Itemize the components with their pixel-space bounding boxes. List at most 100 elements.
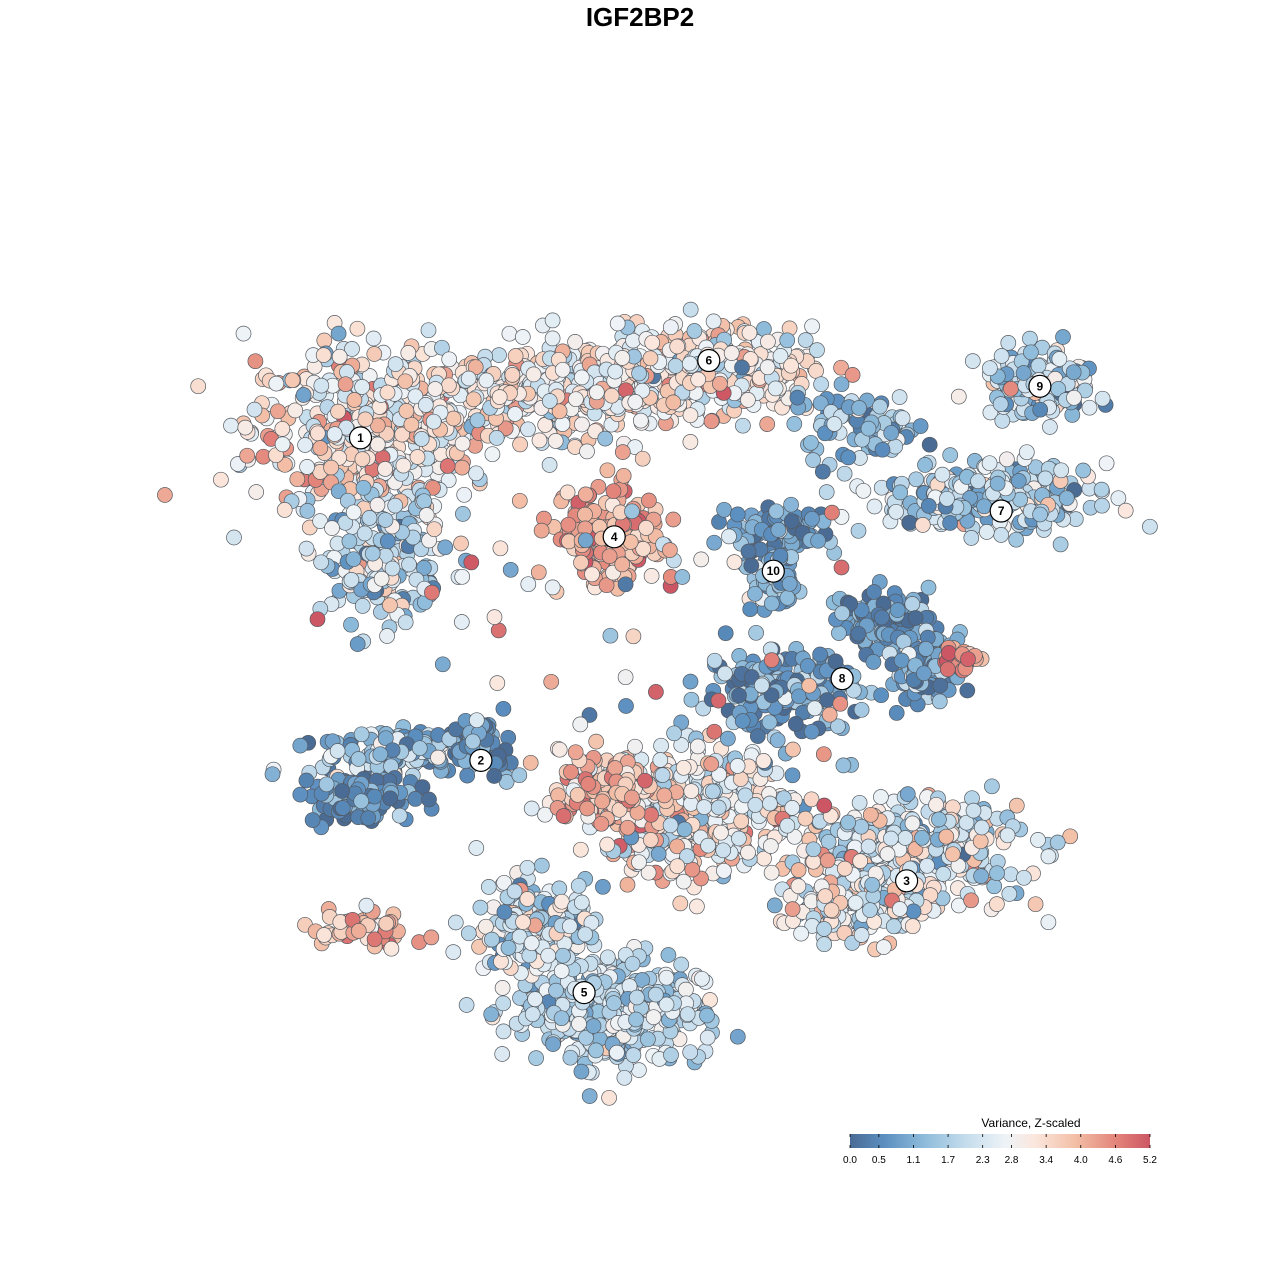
data-point xyxy=(571,1016,587,1032)
data-point xyxy=(656,787,673,804)
data-point xyxy=(264,766,281,783)
data-point xyxy=(458,997,475,1013)
data-point xyxy=(625,1047,642,1063)
data-point xyxy=(312,440,329,456)
data-point xyxy=(731,830,747,847)
data-point xyxy=(740,392,756,408)
data-point xyxy=(469,412,486,429)
data-point xyxy=(767,380,784,397)
data-point xyxy=(618,698,634,714)
data-point xyxy=(866,498,883,515)
data-point xyxy=(904,815,921,832)
data-point xyxy=(417,397,434,413)
data-point xyxy=(570,877,587,894)
data-point xyxy=(702,992,718,1008)
data-point xyxy=(865,654,882,670)
data-point xyxy=(486,768,503,784)
data-point xyxy=(553,1010,570,1027)
data-point xyxy=(912,418,929,434)
data-point xyxy=(879,846,896,862)
data-point xyxy=(459,767,476,784)
data-point xyxy=(492,540,509,557)
data-point xyxy=(545,1036,561,1052)
data-point xyxy=(237,419,254,436)
data-point xyxy=(460,370,477,387)
data-point xyxy=(292,737,309,754)
data-point xyxy=(716,501,732,518)
data-point xyxy=(674,569,691,585)
data-point xyxy=(1030,357,1047,374)
data-point xyxy=(514,329,531,345)
data-point xyxy=(624,955,641,972)
data-point xyxy=(652,752,669,768)
data-point xyxy=(403,416,420,433)
data-point xyxy=(617,576,634,593)
data-point xyxy=(818,484,835,500)
data-point xyxy=(741,324,758,341)
data-point xyxy=(554,361,571,378)
data-point xyxy=(703,756,720,772)
data-point xyxy=(299,459,315,475)
data-point xyxy=(274,421,291,437)
data-point xyxy=(1003,380,1019,397)
data-point xyxy=(397,373,414,390)
data-point xyxy=(642,350,659,367)
data-point xyxy=(840,449,857,466)
data-point xyxy=(246,401,263,418)
data-point xyxy=(942,515,958,531)
data-point xyxy=(555,808,572,824)
data-point xyxy=(742,601,759,618)
data-point xyxy=(729,758,746,774)
data-point xyxy=(769,732,786,749)
points-layer xyxy=(157,301,1158,1106)
data-point xyxy=(901,514,918,531)
data-point xyxy=(430,749,446,766)
data-point xyxy=(873,609,890,626)
data-point xyxy=(673,956,690,973)
data-point xyxy=(963,892,979,909)
data-point xyxy=(748,624,764,641)
data-point xyxy=(731,687,747,704)
data-point xyxy=(369,497,386,513)
data-point xyxy=(804,510,820,527)
data-point xyxy=(540,947,557,964)
data-point xyxy=(891,901,908,917)
data-point xyxy=(721,528,737,545)
data-point xyxy=(643,568,660,584)
data-point xyxy=(683,783,700,799)
data-point xyxy=(603,387,620,404)
data-point xyxy=(994,412,1011,429)
data-point xyxy=(420,322,437,339)
data-point xyxy=(551,880,568,897)
data-point xyxy=(976,498,992,515)
data-point xyxy=(920,579,937,596)
data-point xyxy=(599,836,616,853)
data-point xyxy=(989,475,1006,492)
data-point xyxy=(561,918,578,935)
data-point xyxy=(418,507,435,523)
data-point xyxy=(1040,914,1057,931)
data-point xyxy=(468,465,484,482)
data-point xyxy=(1032,506,1048,523)
data-point xyxy=(740,543,757,560)
data-point xyxy=(1065,364,1082,381)
data-point xyxy=(631,365,647,382)
data-point xyxy=(1008,531,1025,548)
data-point xyxy=(553,963,570,979)
data-point xyxy=(365,330,382,347)
data-point xyxy=(982,360,998,377)
data-point xyxy=(694,970,710,987)
data-point xyxy=(437,539,454,556)
data-point xyxy=(467,359,484,376)
data-point xyxy=(378,915,395,932)
data-point xyxy=(615,467,632,484)
data-point xyxy=(779,332,796,349)
data-point xyxy=(631,854,647,871)
data-point xyxy=(700,837,716,854)
data-point xyxy=(938,828,955,845)
data-point xyxy=(836,860,853,877)
data-point xyxy=(563,764,579,780)
data-point xyxy=(524,1006,541,1023)
data-point xyxy=(710,799,727,816)
data-point xyxy=(970,473,986,490)
